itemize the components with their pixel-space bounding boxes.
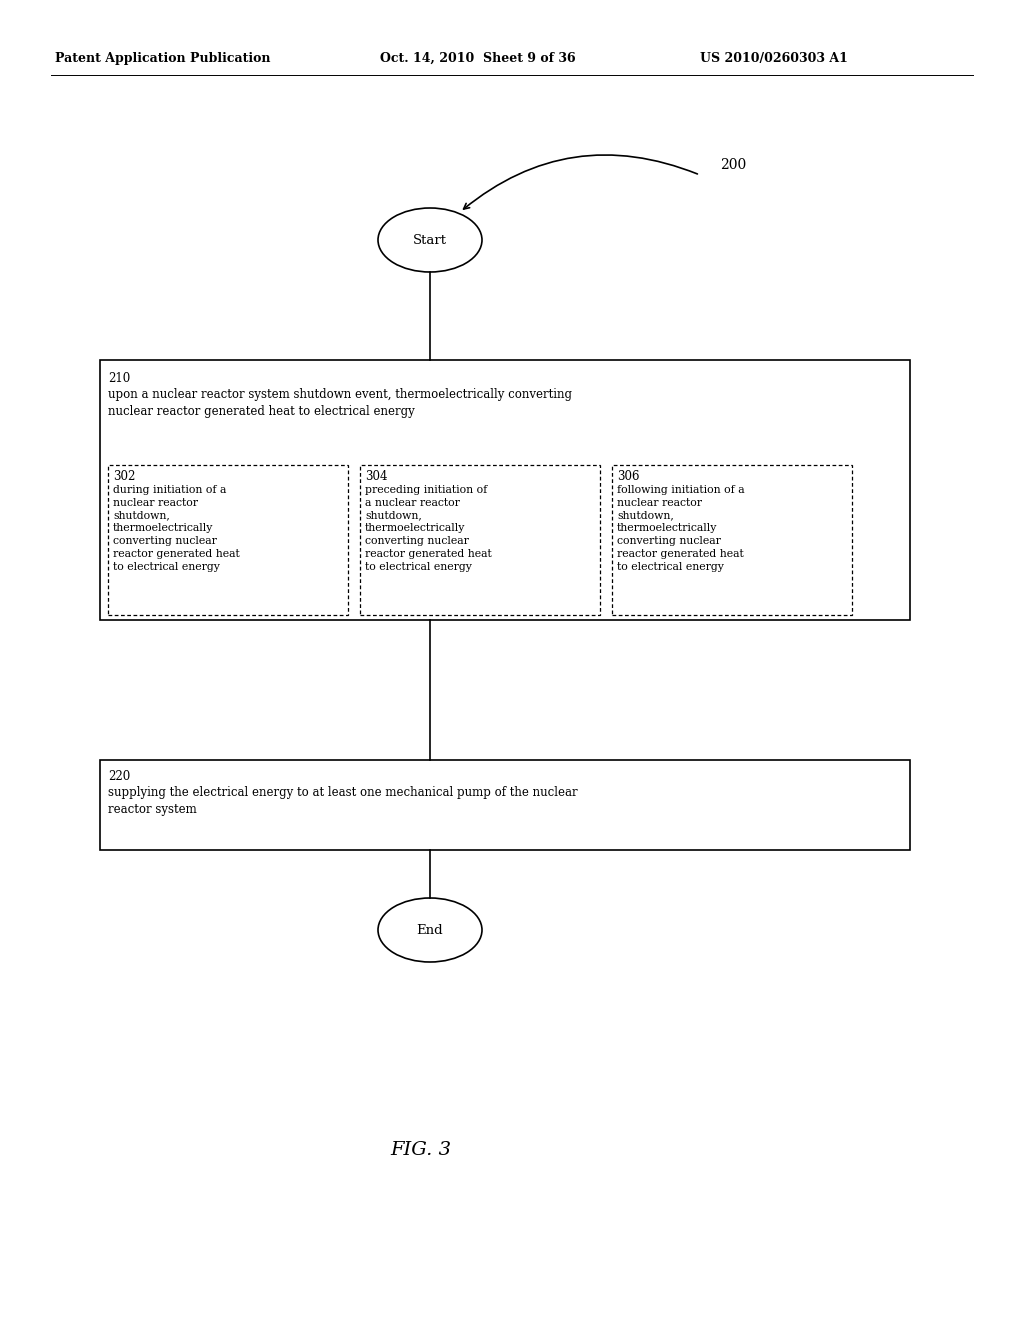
Text: during initiation of a
nuclear reactor
shutdown,
thermoelectrically
converting n: during initiation of a nuclear reactor s… [113, 484, 240, 572]
Text: 304: 304 [365, 470, 387, 483]
Text: Start: Start [413, 234, 447, 247]
Text: Oct. 14, 2010  Sheet 9 of 36: Oct. 14, 2010 Sheet 9 of 36 [380, 51, 575, 65]
Text: 210: 210 [108, 372, 130, 385]
Text: supplying the electrical energy to at least one mechanical pump of the nuclear
r: supplying the electrical energy to at le… [108, 785, 578, 816]
Text: US 2010/0260303 A1: US 2010/0260303 A1 [700, 51, 848, 65]
Text: upon a nuclear reactor system shutdown event, thermoelectrically converting
nucl: upon a nuclear reactor system shutdown e… [108, 388, 572, 418]
Text: End: End [417, 924, 443, 936]
Text: preceding initiation of
a nuclear reactor
shutdown,
thermoelectrically
convertin: preceding initiation of a nuclear reacto… [365, 484, 492, 572]
Text: 220: 220 [108, 770, 130, 783]
Text: 200: 200 [720, 158, 746, 172]
Text: 302: 302 [113, 470, 135, 483]
Text: following initiation of a
nuclear reactor
shutdown,
thermoelectrically
convertin: following initiation of a nuclear reacto… [617, 484, 744, 572]
Text: Patent Application Publication: Patent Application Publication [55, 51, 270, 65]
Text: 306: 306 [617, 470, 640, 483]
Text: FIG. 3: FIG. 3 [390, 1140, 451, 1159]
